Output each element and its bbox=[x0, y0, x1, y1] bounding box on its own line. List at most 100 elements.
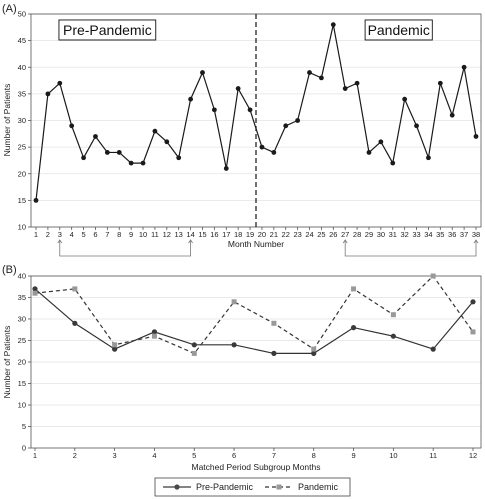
data-point bbox=[140, 160, 146, 166]
period-bracket bbox=[342, 239, 479, 257]
x-tick-label: 8 bbox=[117, 230, 121, 239]
panel-a-y-ticks: 10 15 20 25 30 35 40 45 50 bbox=[18, 10, 31, 232]
x-tick-label: 34 bbox=[424, 230, 432, 239]
series-line-pre-pandemic bbox=[34, 288, 474, 354]
data-point bbox=[223, 166, 229, 171]
data-point bbox=[72, 286, 78, 292]
data-point bbox=[45, 91, 51, 97]
x-tick-label: 8 bbox=[312, 451, 316, 460]
y-tick-label: 45 bbox=[18, 36, 26, 45]
x-tick-label: 9 bbox=[351, 451, 355, 460]
bracket-arrowhead bbox=[473, 239, 479, 244]
panel-a-period-brackets bbox=[57, 239, 479, 257]
data-point bbox=[449, 112, 455, 118]
x-tick-label: 10 bbox=[389, 451, 397, 460]
x-tick-label: 1 bbox=[33, 451, 37, 460]
x-tick-label: 4 bbox=[152, 451, 156, 460]
data-point bbox=[437, 80, 443, 86]
data-point bbox=[470, 329, 476, 335]
legend-box bbox=[154, 477, 351, 497]
annotation-text: Pandemic bbox=[368, 22, 430, 38]
data-point bbox=[271, 350, 277, 356]
panel-b-x-axis-label: Matched Period Subgroup Months bbox=[192, 462, 321, 472]
data-point bbox=[247, 107, 253, 113]
y-tick-label: 25 bbox=[18, 336, 26, 345]
panel-a-x-ticks: 1 2 3 4 5 6 7 8 9 10 11 12 13 14 15 16 17 18 19 20 21 22 23 24 2… bbox=[34, 227, 480, 239]
x-tick-label: 18 bbox=[234, 230, 242, 239]
x-tick-label: 1 bbox=[34, 230, 38, 239]
data-point bbox=[128, 160, 134, 166]
annotation-pandemic: Pandemic bbox=[364, 19, 433, 41]
legend-item-pandemic: Pandemic bbox=[265, 482, 339, 492]
x-tick-label: 29 bbox=[365, 230, 373, 239]
y-tick-label: 5 bbox=[22, 422, 26, 431]
annotation-box bbox=[58, 19, 157, 41]
data-point bbox=[104, 150, 110, 155]
data-point bbox=[283, 123, 289, 129]
data-point bbox=[112, 346, 118, 352]
data-point bbox=[366, 150, 372, 155]
x-tick-label: 7 bbox=[105, 230, 109, 239]
bracket-line bbox=[59, 240, 191, 257]
y-tick-label: 30 bbox=[18, 315, 26, 324]
panel-b-series bbox=[32, 273, 476, 356]
legend-marker-pre-pandemic bbox=[174, 484, 180, 490]
y-tick-label: 30 bbox=[18, 116, 26, 125]
x-tick-label: 13 bbox=[175, 230, 183, 239]
annotation-box bbox=[364, 19, 433, 41]
data-point bbox=[350, 325, 357, 331]
data-point bbox=[430, 273, 436, 279]
y-tick-label: 20 bbox=[18, 169, 26, 178]
y-tick-label: 15 bbox=[18, 379, 26, 388]
panel-a-annotations: Pre-Pandemic Pandemic bbox=[58, 19, 433, 41]
y-tick-label: 0 bbox=[22, 444, 26, 453]
bracket-arrowhead bbox=[342, 239, 348, 244]
annotation-text: Pre-Pandemic bbox=[63, 22, 152, 38]
data-point bbox=[390, 312, 396, 318]
data-point bbox=[151, 333, 157, 339]
x-tick-label: 32 bbox=[400, 230, 408, 239]
x-tick-label: 14 bbox=[186, 230, 194, 239]
x-tick-label: 12 bbox=[163, 230, 171, 239]
data-point bbox=[69, 123, 75, 129]
x-tick-label: 4 bbox=[70, 230, 74, 239]
data-point bbox=[57, 80, 63, 86]
x-tick-label: 27 bbox=[341, 230, 349, 239]
x-tick-label: 25 bbox=[317, 230, 325, 239]
y-tick-label: 50 bbox=[18, 10, 26, 19]
data-point bbox=[378, 139, 384, 145]
data-point bbox=[402, 96, 408, 102]
data-point bbox=[426, 155, 431, 161]
data-point bbox=[191, 350, 197, 356]
data-point bbox=[188, 96, 193, 102]
x-tick-label: 26 bbox=[329, 230, 337, 239]
x-tick-label: 21 bbox=[270, 230, 278, 239]
legend: Pre-Pandemic Pandemic bbox=[154, 477, 351, 497]
x-tick-label: 15 bbox=[198, 230, 206, 239]
legend-label-pandemic: Pandemic bbox=[298, 482, 339, 492]
data-point bbox=[231, 299, 237, 305]
x-tick-label: 36 bbox=[448, 230, 456, 239]
data-point bbox=[32, 286, 38, 292]
data-point bbox=[72, 320, 78, 326]
period-bracket bbox=[57, 239, 193, 257]
x-tick-label: 3 bbox=[113, 451, 117, 460]
data-point bbox=[200, 70, 205, 75]
data-point bbox=[307, 70, 312, 75]
x-tick-label: 30 bbox=[377, 230, 385, 239]
data-point bbox=[461, 64, 467, 70]
y-tick-label: 35 bbox=[18, 89, 26, 98]
x-tick-label: 24 bbox=[305, 230, 313, 239]
y-tick-label: 25 bbox=[18, 143, 26, 152]
data-point bbox=[311, 346, 317, 352]
x-tick-label: 20 bbox=[258, 230, 266, 239]
panel-a-x-axis-label: Month Number bbox=[228, 239, 284, 249]
data-point bbox=[390, 160, 396, 166]
data-point bbox=[414, 123, 419, 129]
data-point bbox=[152, 128, 158, 134]
y-tick-label: 35 bbox=[18, 293, 26, 302]
y-tick-label: 40 bbox=[18, 63, 26, 72]
data-point bbox=[271, 150, 277, 155]
x-tick-label: 5 bbox=[192, 451, 196, 460]
